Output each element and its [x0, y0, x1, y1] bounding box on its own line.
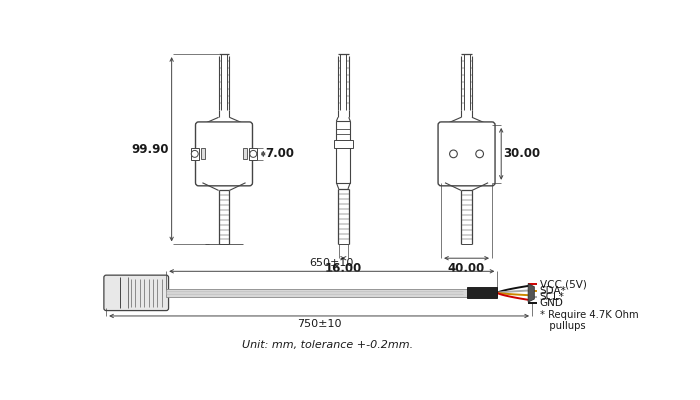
Text: GND: GND	[540, 298, 564, 308]
Polygon shape	[528, 284, 534, 302]
Text: * Require 4.7K Ohm
   pullups: * Require 4.7K Ohm pullups	[540, 310, 638, 331]
Text: 750±10: 750±10	[297, 319, 342, 329]
FancyBboxPatch shape	[104, 275, 169, 310]
Text: SCL*: SCL*	[540, 292, 565, 302]
Text: 99.90: 99.90	[132, 143, 169, 156]
Bar	[191, 148, 199, 160]
Circle shape	[250, 150, 257, 157]
Bar	[334, 140, 353, 148]
Bar	[167, 289, 497, 297]
Bar	[466, 288, 497, 298]
Text: VCC (5V): VCC (5V)	[540, 279, 587, 289]
Bar	[249, 148, 257, 160]
Text: Unit: mm, tolerance +-0.2mm.: Unit: mm, tolerance +-0.2mm.	[242, 340, 414, 350]
Text: 40.00: 40.00	[448, 262, 485, 275]
Text: SDA*: SDA*	[540, 286, 566, 296]
FancyBboxPatch shape	[438, 122, 495, 186]
Text: 7.00: 7.00	[265, 147, 295, 160]
Bar	[337, 121, 350, 183]
Bar	[244, 148, 247, 159]
Text: 30.00: 30.00	[503, 147, 540, 160]
FancyBboxPatch shape	[195, 122, 253, 186]
Text: 650±10: 650±10	[309, 258, 354, 268]
Text: 16.00: 16.00	[325, 262, 362, 275]
Circle shape	[449, 150, 457, 158]
Circle shape	[476, 150, 484, 158]
Bar	[201, 148, 204, 159]
Circle shape	[191, 150, 198, 157]
